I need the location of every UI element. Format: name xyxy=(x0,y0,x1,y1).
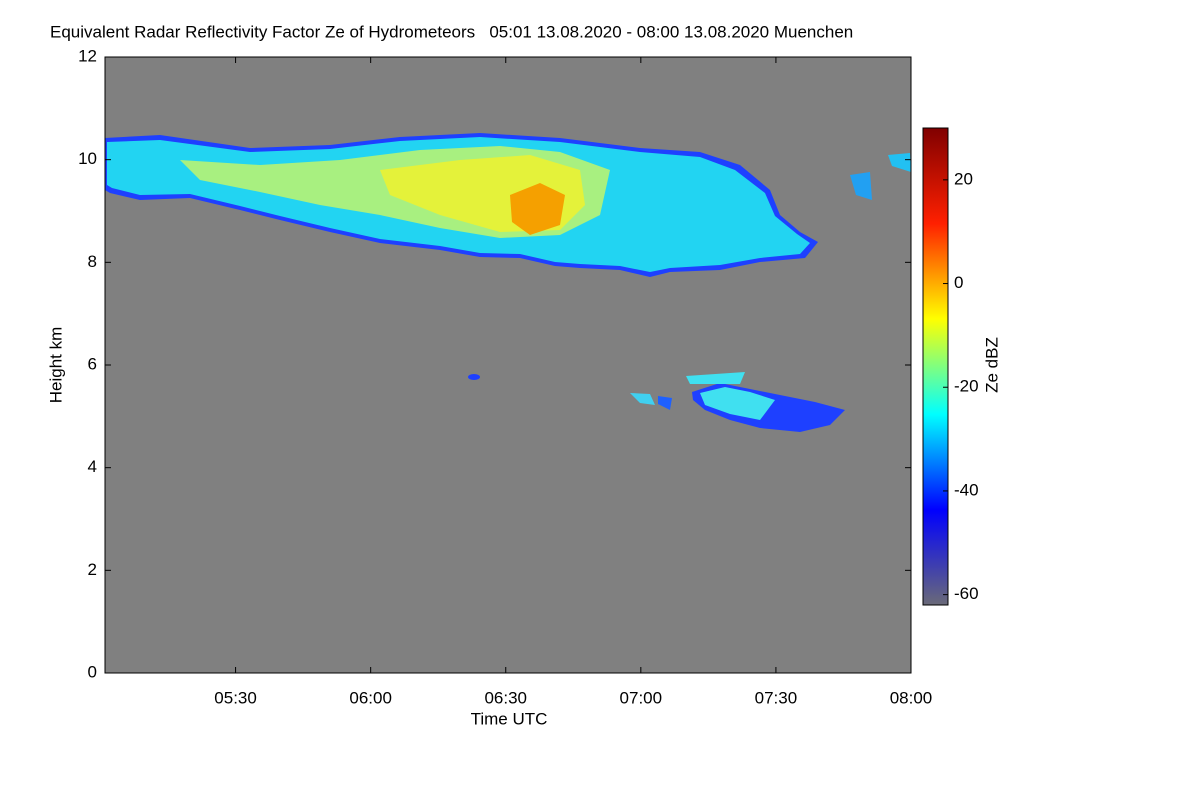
echo-small xyxy=(630,393,655,405)
y-axis-label: Height km xyxy=(46,327,65,404)
colorbar-tick-label: -20 xyxy=(954,377,979,396)
x-tick-label: 07:30 xyxy=(755,688,798,707)
x-tick-label: 08:00 xyxy=(890,688,933,707)
echo-small xyxy=(888,153,911,172)
x-tick-label: 06:00 xyxy=(349,688,392,707)
echo-small xyxy=(468,374,480,380)
y-tick-label: 2 xyxy=(88,560,97,579)
echo-small xyxy=(658,396,672,410)
colorbar-tick-label: 0 xyxy=(954,273,963,292)
echo-small xyxy=(686,372,745,384)
echo-upper-peak xyxy=(510,183,565,235)
x-tick-label: 06:30 xyxy=(484,688,527,707)
colorbar-tick-label: 20 xyxy=(954,169,973,188)
chart-title: Equivalent Radar Reflectivity Factor Ze … xyxy=(50,22,853,41)
y-tick-label: 4 xyxy=(88,457,97,476)
colorbar-tick-label: -40 xyxy=(954,480,979,499)
colorbar xyxy=(922,127,949,606)
y-tick-label: 0 xyxy=(88,662,97,681)
colorbar-label: Ze dBZ xyxy=(982,337,1001,393)
y-tick-label: 8 xyxy=(88,252,97,271)
colorbar-tick-label: -60 xyxy=(954,584,979,603)
echoes xyxy=(105,133,911,432)
y-tick-label: 6 xyxy=(88,354,97,373)
x-tick-label: 05:30 xyxy=(214,688,257,707)
echo-small xyxy=(850,172,872,200)
y-tick-label: 10 xyxy=(78,149,97,168)
x-axis-label: Time UTC xyxy=(471,709,548,728)
echo-lower xyxy=(700,387,775,420)
y-tick-label: 12 xyxy=(78,46,97,65)
x-tick-label: 07:00 xyxy=(620,688,663,707)
